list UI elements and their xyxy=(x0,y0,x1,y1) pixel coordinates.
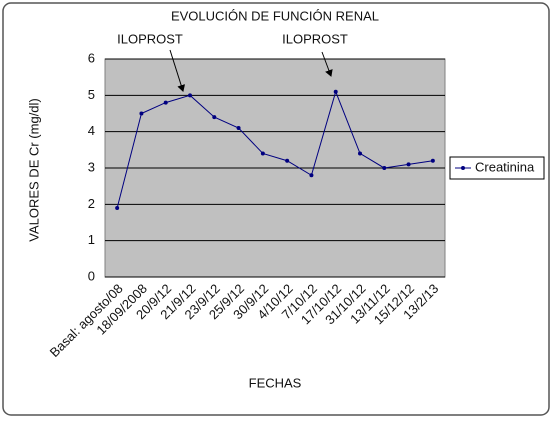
data-point xyxy=(430,158,435,163)
data-point xyxy=(260,151,265,156)
annotation-arrow xyxy=(321,51,333,77)
data-point xyxy=(358,151,362,156)
y-tick-label: 4 xyxy=(88,123,95,138)
y-tick-label: 1 xyxy=(88,232,95,247)
legend-label: Creatinina xyxy=(475,159,535,174)
data-point xyxy=(309,173,314,178)
data-point xyxy=(163,100,168,105)
data-point xyxy=(285,158,290,163)
legend-marker xyxy=(461,166,465,170)
data-point xyxy=(212,115,217,120)
legend-box xyxy=(449,156,545,180)
annotation: ILOPROST xyxy=(282,31,348,46)
data-point xyxy=(333,89,338,94)
data-point xyxy=(188,93,192,98)
y-axis-label: VALORES DE Cr (mg/dl) xyxy=(26,98,41,242)
data-point xyxy=(406,162,411,167)
annotation-arrow xyxy=(169,49,185,92)
y-tick-label: 0 xyxy=(88,268,95,283)
data-point xyxy=(236,126,241,131)
y-tick-label: 3 xyxy=(88,159,95,174)
data-point xyxy=(139,111,144,116)
data-point xyxy=(382,166,387,170)
annotation: ILOPROST xyxy=(117,31,183,46)
data-point xyxy=(115,205,120,210)
y-tick-label: 2 xyxy=(88,196,95,211)
y-tick-label: 5 xyxy=(88,87,95,102)
data-line xyxy=(116,90,433,209)
y-tick-label: 6 xyxy=(88,50,95,65)
x-axis-label: FECHAS xyxy=(249,375,302,390)
chart-title: EVOLUCIÓN DE FUNCIÓN RENAL xyxy=(171,8,379,23)
